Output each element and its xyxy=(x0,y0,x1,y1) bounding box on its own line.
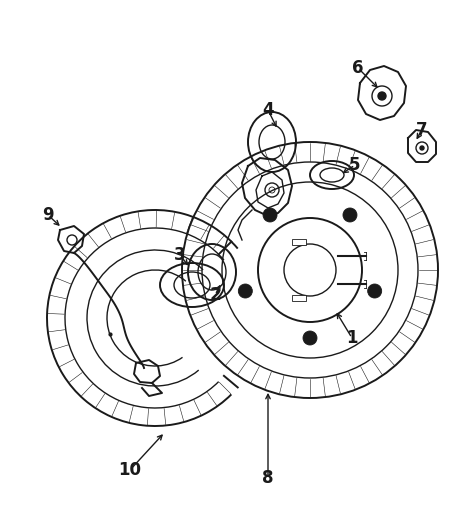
Text: 2: 2 xyxy=(209,286,221,304)
FancyBboxPatch shape xyxy=(292,239,306,245)
Text: 5: 5 xyxy=(349,156,361,174)
Text: 7: 7 xyxy=(416,121,428,139)
Circle shape xyxy=(238,284,252,298)
Text: 4: 4 xyxy=(262,101,274,119)
Text: 1: 1 xyxy=(346,329,358,347)
Text: 3: 3 xyxy=(174,246,186,264)
Circle shape xyxy=(378,92,386,100)
Circle shape xyxy=(420,146,424,150)
Circle shape xyxy=(303,331,317,345)
Text: 10: 10 xyxy=(119,461,142,479)
Circle shape xyxy=(343,208,357,222)
Text: 9: 9 xyxy=(42,206,54,224)
FancyBboxPatch shape xyxy=(292,295,306,301)
Circle shape xyxy=(263,208,277,222)
Circle shape xyxy=(368,284,382,298)
Text: 6: 6 xyxy=(352,59,364,77)
Text: 8: 8 xyxy=(262,469,274,487)
